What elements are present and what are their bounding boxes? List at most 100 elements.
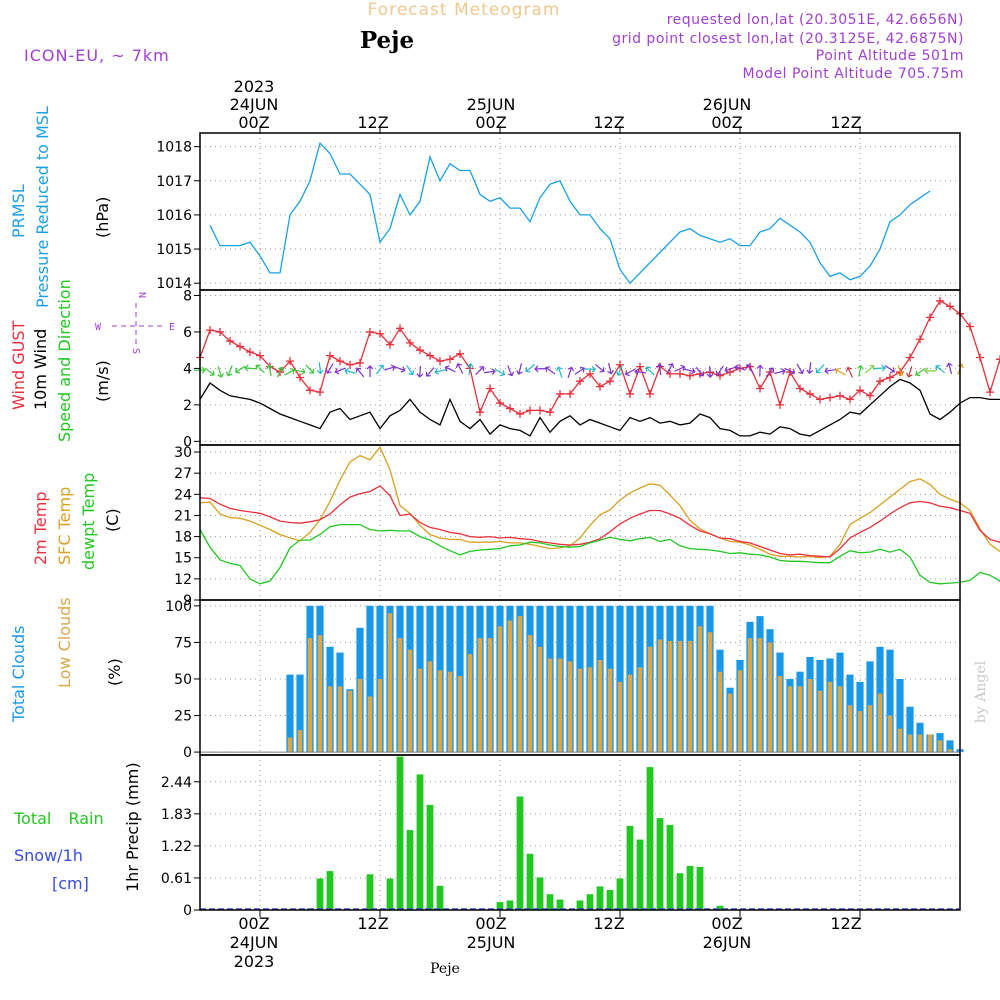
grid-point-coords: grid point closest lon,lat (20.3125E, 42… xyxy=(612,31,964,47)
location-title: Peje xyxy=(360,27,414,54)
wind-direction-arrow xyxy=(525,364,536,373)
low-clouds-bar xyxy=(757,638,763,753)
wind-arrow-shape xyxy=(765,367,775,378)
temperature-ytick-label-0: 9 xyxy=(183,593,192,609)
low-clouds-bar xyxy=(467,654,473,753)
bottom-date-24jun: 24JUN xyxy=(230,933,279,952)
gust-marker xyxy=(966,322,974,331)
rain-bar xyxy=(496,902,504,910)
temperature-panel-frame xyxy=(199,444,961,601)
wind-direction-arrow xyxy=(293,368,306,375)
wind-direction-arrow xyxy=(494,368,506,377)
low-clouds-bar xyxy=(697,626,703,753)
low-clouds-bar xyxy=(767,642,773,753)
gust-marker xyxy=(666,369,674,378)
precip-unit: 1hr Precip (mm) xyxy=(123,762,142,892)
rain-bar xyxy=(526,853,534,910)
gust-marker xyxy=(216,327,224,336)
temperature-ytick-label-1: 12 xyxy=(174,572,192,588)
compass-e: E xyxy=(169,322,175,333)
wind-direction-arrow xyxy=(355,367,365,378)
bottom-hour-5: 00Z xyxy=(711,914,742,933)
gust-marker xyxy=(476,408,484,417)
low-clouds-bar xyxy=(297,730,303,752)
low-clouds-bar xyxy=(537,646,543,753)
gust-marker xyxy=(926,313,934,322)
gust-marker xyxy=(326,351,334,360)
wind-direction-arrow xyxy=(266,364,273,377)
gust-marker xyxy=(856,386,864,395)
wind-arrow-shape xyxy=(815,364,825,374)
wind-arrow-shape xyxy=(425,367,435,377)
bottom-hour-2: 12Z xyxy=(357,914,388,933)
bottom-year: 2023 xyxy=(234,952,275,971)
wind-direction-arrow xyxy=(666,363,675,374)
gust-marker xyxy=(676,369,684,378)
top-year: 2023 xyxy=(234,77,275,96)
gust-marker xyxy=(416,346,424,355)
wind-arrow-shape xyxy=(555,366,563,378)
rain-bar xyxy=(516,796,524,910)
gust-marker xyxy=(566,389,574,398)
wind-direction-arrow xyxy=(674,364,686,372)
wind-direction-arrow xyxy=(656,363,664,376)
rain-bar xyxy=(546,894,554,910)
low-clouds-bar xyxy=(527,635,533,753)
rain-bar xyxy=(656,818,664,910)
gust-marker xyxy=(796,384,804,393)
top-hour-3: 00Z xyxy=(475,113,506,132)
wind-direction-arrow xyxy=(455,363,464,374)
top-hour-5: 00Z xyxy=(711,113,742,132)
wind-arrow-shape xyxy=(915,368,926,377)
wind-direction-arrow xyxy=(235,365,246,374)
wind-arrow-shape xyxy=(824,367,837,375)
gust-marker xyxy=(316,388,324,397)
low-clouds-bar xyxy=(817,690,823,753)
gust-marker xyxy=(536,406,544,415)
rain-bar xyxy=(366,874,374,910)
wind-direction-arrow xyxy=(865,364,875,374)
wind-direction-arrow xyxy=(366,365,374,378)
wind-arrow-shape xyxy=(634,368,647,376)
wind-direction-arrow xyxy=(857,365,864,377)
low-clouds-bar xyxy=(397,638,403,753)
wind-direction-arrow xyxy=(394,366,406,373)
precip-ytick-label-0: 0 xyxy=(183,903,192,919)
gust-marker xyxy=(806,389,814,398)
rain-bar xyxy=(506,900,514,910)
gust-marker xyxy=(386,340,394,349)
low-clouds-bar xyxy=(517,616,523,753)
sfc-temp-label: SFC Temp xyxy=(55,487,74,565)
wind-arrow-shape xyxy=(756,364,764,377)
precip-ytick-label-3: 1.83 xyxy=(161,807,192,823)
low-clouds-bar xyxy=(437,670,443,753)
wind-direction-arrow xyxy=(255,364,265,374)
model-altitude: Model Point Altitude 705.75m xyxy=(743,66,964,82)
wind-arrow-shape xyxy=(316,362,324,375)
wind-arrow-shape xyxy=(906,366,913,378)
bottom-date-25jun: 25JUN xyxy=(467,933,516,952)
wind-arrow-shape xyxy=(567,366,575,378)
low-clouds-bar xyxy=(727,693,733,753)
wind-ytick-label-0: 0 xyxy=(183,434,192,450)
low-clouds-bar xyxy=(377,679,383,753)
rain-bar xyxy=(676,873,684,910)
wind-direction-arrow xyxy=(545,366,556,375)
wind-direction-arrow xyxy=(715,365,724,376)
prmsl-label: PRMSL xyxy=(9,184,28,238)
rain-bar xyxy=(626,825,634,910)
wind-arrow-shape xyxy=(444,365,456,373)
low-clouds-bar xyxy=(337,686,343,753)
wind-arrow-shape xyxy=(516,363,523,375)
temp2m-line xyxy=(199,485,1000,558)
low-clouds-bar xyxy=(947,749,953,753)
low-clouds-bar xyxy=(797,686,803,753)
low-clouds-bar xyxy=(657,639,663,753)
wind-arrow-shape xyxy=(534,365,547,373)
bottom-hour-3: 00Z xyxy=(475,914,506,933)
wind-speed-line xyxy=(199,378,1000,437)
low-clouds-bar xyxy=(387,613,393,753)
precip-ytick-label-1: 0.61 xyxy=(161,871,192,887)
gust-line xyxy=(199,300,1000,415)
low-clouds-bar xyxy=(857,711,863,752)
